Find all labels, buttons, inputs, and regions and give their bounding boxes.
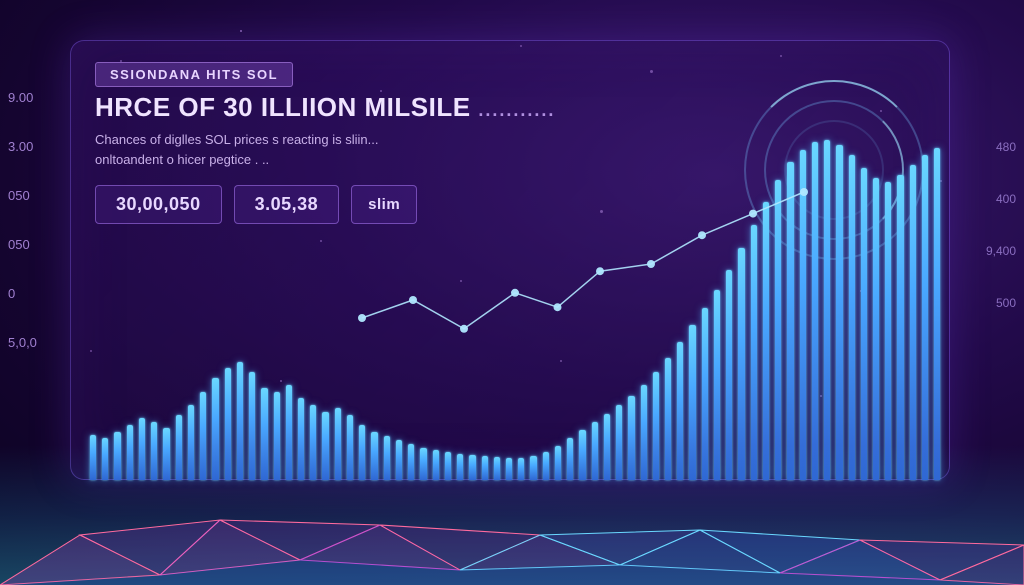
subtitle: Chances of diglles SOL prices s reacting… [95, 130, 378, 169]
right-axis: 480 400 9,400 500 [986, 140, 1016, 310]
axis-tick: 9,400 [986, 244, 1016, 258]
bar [861, 168, 867, 480]
axis-tick: 050 [8, 188, 37, 203]
headline-dots: ........... [478, 100, 555, 120]
axis-tick: 5,0,0 [8, 335, 37, 350]
bar [910, 165, 916, 480]
axis-tick: 500 [986, 296, 1016, 310]
bar [934, 148, 940, 480]
axis-tick: 3.00 [8, 139, 37, 154]
bar [849, 155, 855, 480]
bar-chart [90, 120, 940, 480]
subtitle-line: onltoandent o hicer pegtice . .. [95, 150, 378, 170]
axis-tick: 480 [986, 140, 1016, 154]
bar [812, 142, 818, 480]
subtitle-line: Chances of diglles SOL prices s reacting… [95, 130, 378, 150]
bar [873, 178, 879, 480]
axis-tick: 400 [986, 192, 1016, 206]
left-axis: 9.00 3.00 050 050 0 5,0,0 [8, 90, 37, 350]
bar [885, 182, 891, 480]
axis-tick: 050 [8, 237, 37, 252]
axis-tick: 9.00 [8, 90, 37, 105]
bar [824, 140, 830, 480]
bar [763, 202, 769, 480]
tag-pill: SSIONDANA HITS SOL [95, 62, 293, 87]
headline-text: HRCE OF 30 ILLIION MILSILE [95, 92, 471, 122]
bar [897, 175, 903, 480]
stat-box: 30,00,050 [95, 185, 222, 224]
bar [922, 155, 928, 480]
bar [775, 180, 781, 480]
mesh-floor [0, 465, 1024, 585]
stat-box: 3.05,38 [234, 185, 340, 224]
bar [751, 225, 757, 480]
stat-row: 30,00,050 3.05,38 slim [95, 185, 417, 224]
bar [787, 162, 793, 480]
stat-box: slim [351, 185, 417, 224]
headline: HRCE OF 30 ILLIION MILSILE ........... [95, 92, 555, 123]
axis-tick: 0 [8, 286, 37, 301]
bar [800, 150, 806, 480]
bar [836, 145, 842, 480]
